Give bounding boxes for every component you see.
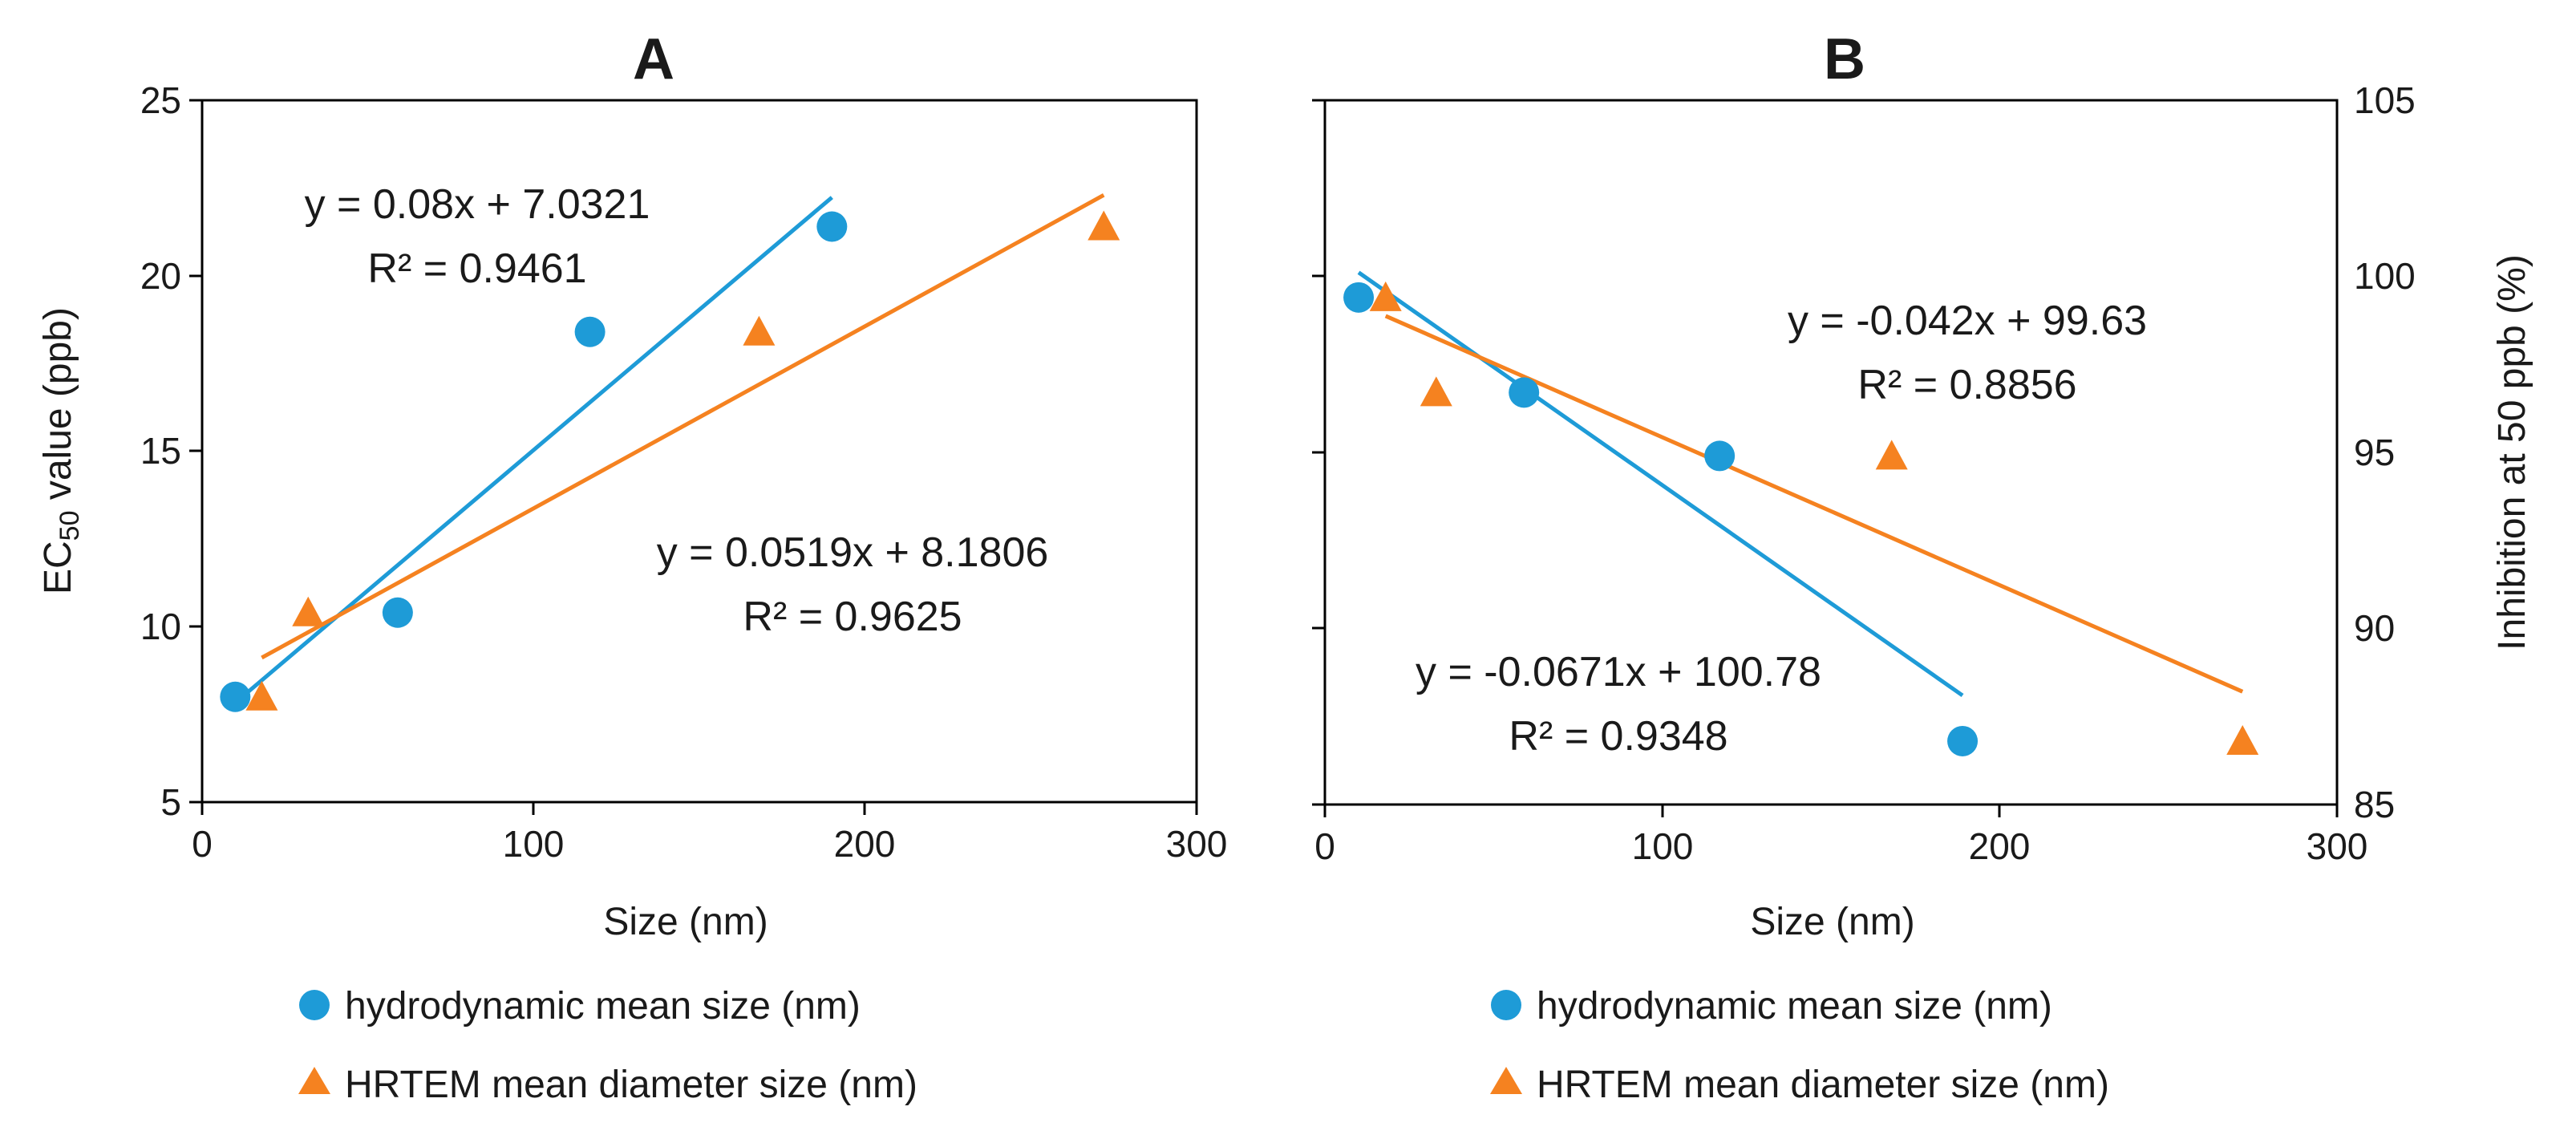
panel-a-hrtem-r2: R² = 0.9625 [743, 594, 962, 640]
panel-a-hrtem-point [292, 596, 325, 626]
panel-a-hydrodynamic-point [382, 597, 413, 628]
panel-b-x-axis-label: Size (nm) [1750, 901, 1914, 943]
panel-a-ytick-label: 15 [140, 430, 181, 472]
panel-b-hrtem-trendline [1384, 314, 2244, 694]
panel-b-y-axis-label: Inhibition at 50 ppb (%) [2491, 254, 2533, 651]
panel-a-y-label-prefix: EC [37, 541, 79, 594]
panel-b-xtick-label: 0 [1314, 825, 1335, 867]
panel-a-hydrodynamic-equation: y = 0.08x + 7.0321 [305, 181, 650, 228]
panel-a-ytick-label: 5 [160, 781, 181, 823]
panel-a-legend: hydrodynamic mean size (nm) HRTEM mean d… [298, 985, 917, 1106]
panel-a-xtick-label: 200 [834, 823, 896, 865]
panel-b-ytick-label: 90 [2354, 607, 2395, 649]
panel-a-hrtem-trendline [261, 193, 1105, 660]
panel-a-hrtem-point [1088, 210, 1120, 241]
panel-b-title: B [1824, 27, 1865, 91]
panel-b-ytick-label: 95 [2354, 432, 2395, 473]
panel-b-legend-hydrodynamic-marker [1491, 990, 1521, 1020]
panel-b-xtick-label: 300 [2307, 825, 2368, 867]
panel-b-hydrodynamic-point [1947, 725, 1979, 756]
panel-a-x-ticks: 0 100 200 300 [192, 802, 1227, 865]
panel-b-hrtem-point [1369, 281, 1402, 311]
panel-b-hrtem-r2: R² = 0.8856 [1857, 362, 2076, 408]
panel-a-legend-hrtem-marker [298, 1067, 330, 1094]
panel-a-x-axis-label: Size (nm) [603, 901, 768, 943]
panel-a-hydrodynamic-point [574, 316, 606, 347]
panel-b-hrtem-point [1875, 440, 1908, 470]
panel-a-y-label-suffix: value (ppb) [37, 307, 79, 510]
panel-a-y-label-subscript: 50 [55, 510, 85, 541]
panel-a-y-ticks: 5 10 15 20 25 [140, 79, 202, 823]
panel-a-hrtem-point [245, 680, 278, 711]
panel-a: A 5 10 15 20 25 0 100 200 300 Size (nm) … [37, 27, 1227, 1106]
panel-b-legend-hrtem-label: HRTEM mean diameter size (nm) [1537, 1064, 2109, 1106]
panel-b-hrtem-point [2226, 724, 2259, 755]
panel-a-ytick-label: 10 [140, 606, 181, 647]
panel-b-hydrodynamic-r2: R² = 0.9348 [1509, 713, 1727, 760]
panel-a-y-axis-label: EC50 value (ppb) [37, 307, 85, 594]
panel-b-xtick-label: 200 [1969, 825, 2031, 867]
panel-b-left-y-ticks [1312, 99, 1325, 806]
panel-a-ytick-label: 20 [140, 255, 181, 297]
panel-a-hydrodynamic-point [220, 681, 251, 712]
panel-a-hydrodynamic-r2: R² = 0.9461 [367, 245, 586, 292]
panel-b-legend-hydrodynamic-label: hydrodynamic mean size (nm) [1537, 985, 2052, 1028]
panel-b-plot-frame [1323, 99, 2339, 806]
panel-b-legend: hydrodynamic mean size (nm) HRTEM mean d… [1490, 985, 2109, 1106]
panel-b-ytick-label: 85 [2354, 784, 2395, 825]
panel-a-hrtem-point [743, 315, 776, 346]
panel-a-legend-hrtem-label: HRTEM mean diameter size (nm) [345, 1064, 917, 1106]
panel-a-xtick-label: 0 [192, 823, 213, 865]
panel-a-title: A [633, 27, 674, 91]
panel-b-x-ticks: 0 100 200 300 [1314, 805, 2367, 867]
panel-a-xtick-label: 100 [503, 823, 565, 865]
panel-b-hydrodynamic-trendline [1357, 270, 1964, 698]
panel-b: B 85 90 95 100 105 0 100 200 300 Size (n [1312, 27, 2533, 1106]
panel-b-hrtem-equation: y = -0.042x + 99.63 [1788, 298, 2147, 344]
panel-a-hydrodynamic-point [816, 211, 848, 242]
panel-a-ytick-label: 25 [140, 79, 181, 121]
panel-a-xtick-label: 300 [1166, 823, 1228, 865]
panel-a-legend-hydrodynamic-label: hydrodynamic mean size (nm) [345, 985, 861, 1028]
panel-b-hydrodynamic-point [1509, 377, 1540, 408]
panel-b-hydrodynamic-point [1343, 282, 1375, 313]
panel-b-xtick-label: 100 [1632, 825, 1694, 867]
panel-b-legend-hrtem-marker [1490, 1067, 1522, 1094]
panel-b-hydrodynamic-equation: y = -0.0671x + 100.78 [1416, 649, 1821, 695]
panel-b-hrtem-point [1420, 376, 1452, 407]
panel-b-hydrodynamic-point [1704, 440, 1736, 472]
panel-a-hrtem-equation: y = 0.0519x + 8.1806 [657, 529, 1049, 576]
panel-b-right-y-ticks: 85 90 95 100 105 [2354, 79, 2416, 825]
panel-b-ytick-label: 100 [2354, 255, 2416, 297]
panel-a-legend-hydrodynamic-marker [299, 990, 330, 1020]
panel-b-ytick-label: 105 [2354, 79, 2416, 121]
